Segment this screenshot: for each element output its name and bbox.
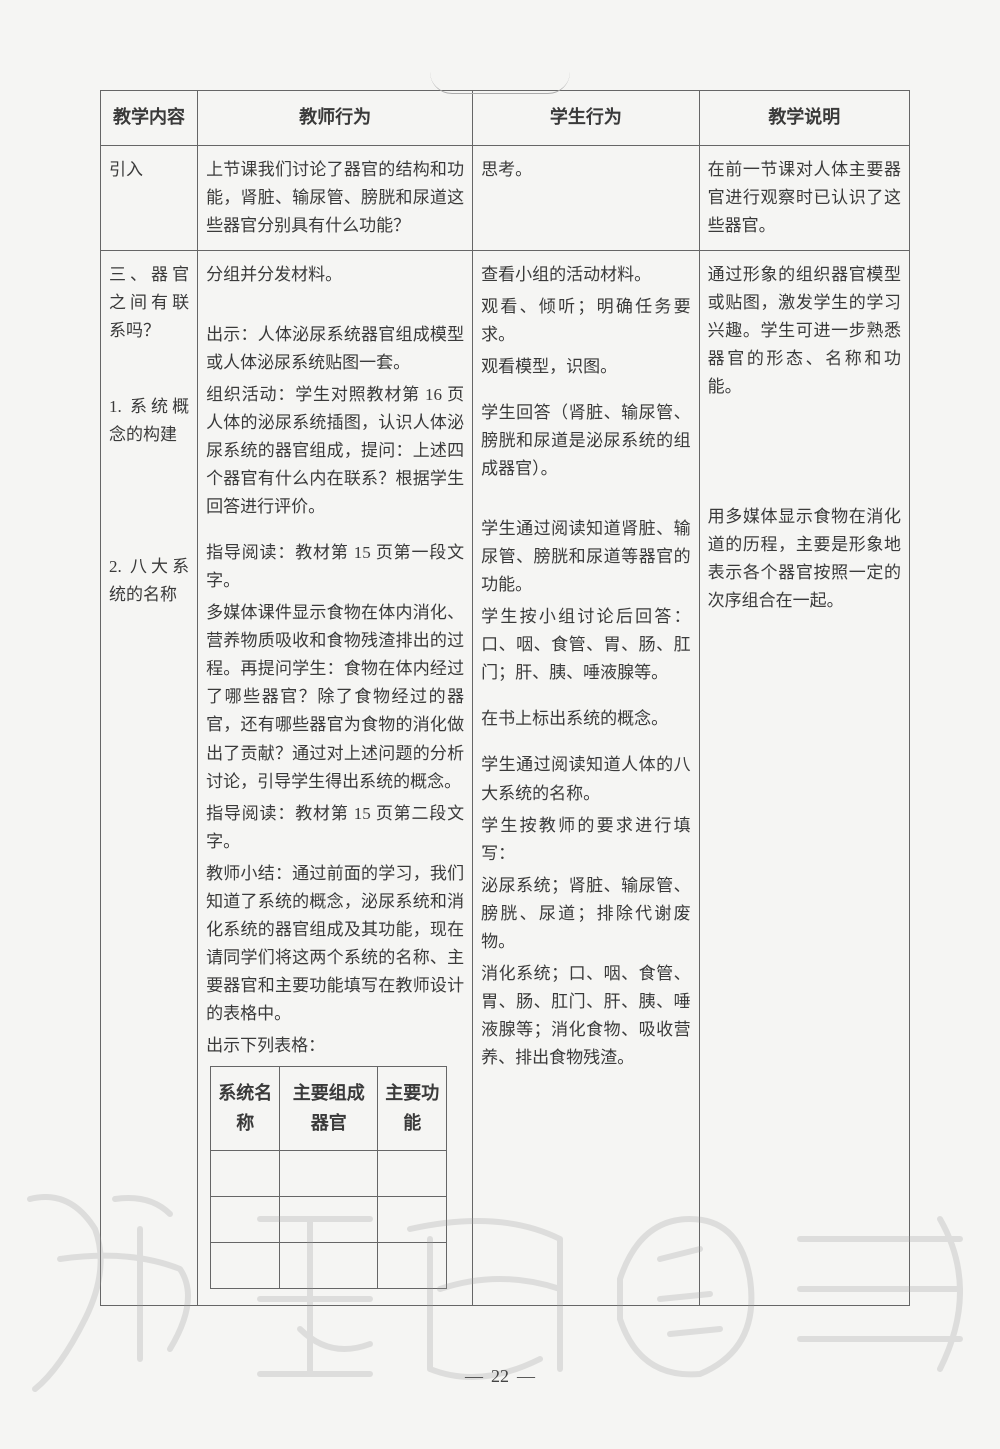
sub2: 2. 八大系统的名称 (109, 553, 189, 609)
header-teacher: 教师行为 (198, 91, 473, 146)
sub1: 1. 系统概念的构建 (109, 393, 189, 449)
main-c3: 查看小组的活动材料。 观看、倾听；明确任务要求。 观看模型，识图。 学生回答（肾… (473, 250, 700, 1306)
header-content: 教学内容 (101, 91, 198, 146)
intro-c4: 在前一节课对人体主要器官进行观察时已认识了这些器官。 (699, 145, 909, 250)
t-c: 组织活动：学生对照教材第 16 页人体的泌尿系统插图，认识人体泌尿系统的器官组成… (206, 381, 464, 521)
inner-cell (280, 1151, 378, 1197)
page-top-curve (430, 72, 570, 94)
t-a: 分组并分发材料。 (206, 261, 464, 289)
header-student: 学生行为 (473, 91, 700, 146)
inner-cell (378, 1243, 447, 1289)
intro-c1: 引入 (101, 145, 198, 250)
intro-c3: 思考。 (473, 145, 700, 250)
page-container: 教学内容 教师行为 学生行为 教学说明 引入 上节课我们讨论了器官的结构和功能，… (0, 0, 1000, 1346)
n-a: 通过形象的组织器官模型或贴图，激发学生的学习兴趣。学生可进一步熟悉器官的形态、名… (708, 261, 901, 401)
inner-cell (280, 1243, 378, 1289)
s-e: 学生通过阅读知道肾脏、输尿管、膀胱和尿道等器官的功能。 (481, 515, 691, 599)
inner-h3: 主要功能 (378, 1067, 447, 1151)
t-h: 出示下列表格： (206, 1032, 464, 1060)
page-number: 22 (483, 1366, 517, 1386)
s-j: 泌尿系统；肾脏、输尿管、膀胱、尿道；排除代谢废物。 (481, 872, 691, 956)
inner-cell (211, 1243, 280, 1289)
s-g: 在书上标出系统的概念。 (481, 705, 691, 733)
inner-cell (378, 1151, 447, 1197)
inner-cell (280, 1197, 378, 1243)
s-c: 观看模型，识图。 (481, 353, 691, 381)
s-f: 学生按小组讨论后回答：口、咽、食管、胃、肠、肛门；肝、胰、唾液腺等。 (481, 603, 691, 687)
n-b: 用多媒体显示食物在消化道的历程，主要是形象地表示各个器官按照一定的次序组合在一起… (708, 503, 901, 615)
main-c2: 分组并分发材料。 出示：人体泌尿系统器官组成模型或人体泌尿系统贴图一套。 组织活… (198, 250, 473, 1306)
inner-h2: 主要组成器官 (280, 1067, 378, 1151)
main-row: 三、器官之间有联系吗？ 1. 系统概念的构建 2. 八大系统的名称 分组并分发材… (101, 250, 910, 1306)
t-f: 指导阅读：教材第 15 页第二段文字。 (206, 800, 464, 856)
lesson-plan-table: 教学内容 教师行为 学生行为 教学说明 引入 上节课我们讨论了器官的结构和功能，… (100, 90, 910, 1306)
s-b: 观看、倾听；明确任务要求。 (481, 293, 691, 349)
t-g: 教师小结：通过前面的学习，我们知道了系统的概念，泌尿系统和消化系统的器官组成及其… (206, 860, 464, 1028)
s-k: 消化系统；口、咽、食管、胃、肠、肛门、肝、胰、唾液腺等；消化食物、吸收营养、排出… (481, 960, 691, 1072)
page-footer: —22— (0, 1366, 1000, 1387)
inner-table: 系统名称 主要组成器官 主要功能 (210, 1066, 447, 1289)
s-a: 查看小组的活动材料。 (481, 261, 691, 289)
header-notes: 教学说明 (699, 91, 909, 146)
t-b: 出示：人体泌尿系统器官组成模型或人体泌尿系统贴图一套。 (206, 321, 464, 377)
inner-h1: 系统名称 (211, 1067, 280, 1151)
main-c4: 通过形象的组织器官模型或贴图，激发学生的学习兴趣。学生可进一步熟悉器官的形态、名… (699, 250, 909, 1306)
s-d: 学生回答（肾脏、输尿管、膀胱和尿道是泌尿系统的组成器官）。 (481, 399, 691, 483)
inner-cell (378, 1197, 447, 1243)
intro-c2: 上节课我们讨论了器官的结构和功能，肾脏、输尿管、膀胱和尿道这些器官分别具有什么功… (198, 145, 473, 250)
section-heading: 三、器官之间有联系吗？ (109, 261, 189, 345)
inner-cell (211, 1151, 280, 1197)
s-h: 学生通过阅读知道人体的八大系统的名称。 (481, 751, 691, 807)
main-c1: 三、器官之间有联系吗？ 1. 系统概念的构建 2. 八大系统的名称 (101, 250, 198, 1306)
table-header-row: 教学内容 教师行为 学生行为 教学说明 (101, 91, 910, 146)
t-d: 指导阅读：教材第 15 页第一段文字。 (206, 539, 464, 595)
s-i: 学生按教师的要求进行填写： (481, 812, 691, 868)
intro-row: 引入 上节课我们讨论了器官的结构和功能，肾脏、输尿管、膀胱和尿道这些器官分别具有… (101, 145, 910, 250)
t-e: 多媒体课件显示食物在体内消化、营养物质吸收和食物残渣排出的过程。再提问学生：食物… (206, 599, 464, 795)
inner-cell (211, 1197, 280, 1243)
